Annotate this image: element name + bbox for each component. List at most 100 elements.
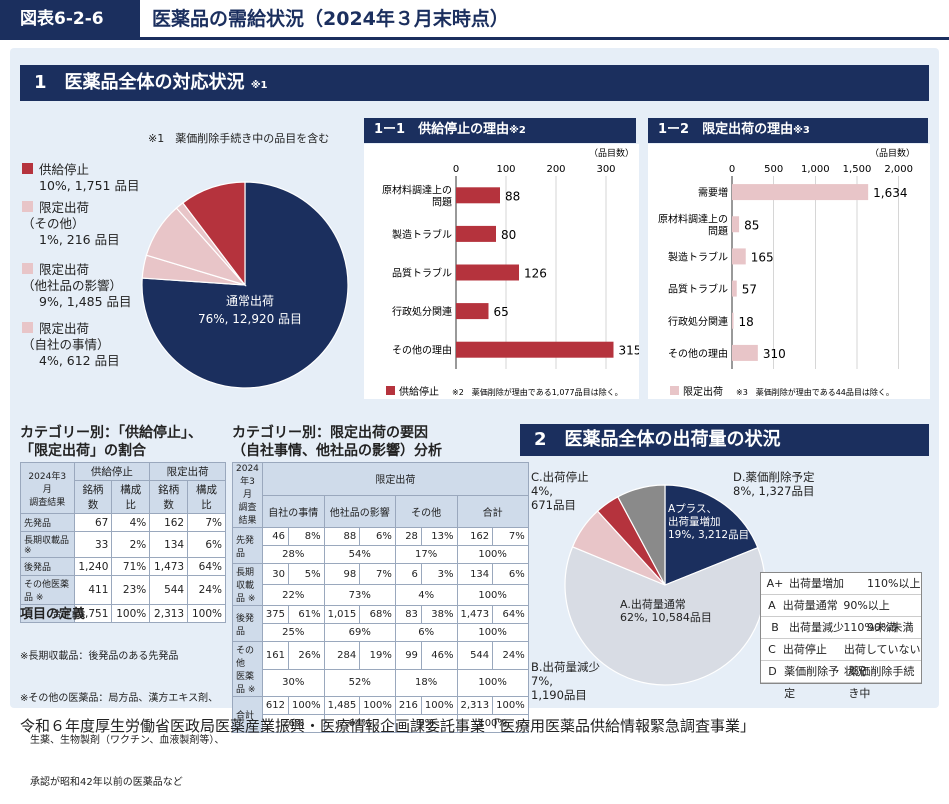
table-row: 22% 73% 4% 100%: [233, 584, 529, 606]
table-cell: 先発品: [20, 513, 75, 532]
bar: [732, 248, 746, 265]
section1-title: 1 医薬品全体の対応状況: [34, 72, 245, 93]
table2-corner: 2024年3月 調査結果: [232, 462, 263, 528]
table-cell: 100%: [111, 604, 151, 623]
category-label: 原材料調達上の: [658, 212, 728, 225]
table2-group: 限定出荷: [261, 462, 529, 496]
table2: 2024年3月 調査結果 限定出荷 自社の事情 他社品の影響 その他 合計 先発…: [232, 462, 529, 733]
pie2-inner-label: 出荷量増加: [668, 515, 721, 528]
table-cell: 161: [261, 641, 290, 670]
tick-label: 500: [764, 164, 783, 175]
table-cell: 68%: [359, 605, 396, 624]
unit-label: （品目数）: [589, 147, 634, 159]
bar: [732, 216, 740, 233]
table-cell: 46: [261, 527, 290, 546]
tick-label: 0: [453, 164, 459, 175]
legend-row: B 出荷量減少 90%未満: [761, 617, 921, 639]
data-label: 126: [524, 267, 547, 281]
table-cell: 69%: [323, 623, 396, 642]
table-cell: 1,751: [73, 604, 113, 623]
table2-title: カテゴリー別：限定出荷の要因 （自社事情、他社品の影響）分析: [232, 425, 442, 459]
bar: [456, 341, 614, 358]
table-row: その他 医薬品 ※ 161 26% 284 19% 99 46% 544 24%: [232, 641, 529, 697]
table-cell: 26%: [288, 641, 325, 670]
pie2-outer-label: C.出荷停止 4%, 671品目: [531, 470, 589, 512]
table2-col: その他: [394, 494, 458, 528]
table-cell: 61%: [288, 605, 325, 624]
figure-badge: 図表6-2-6: [0, 0, 140, 38]
bar2-title: 1ー2 限定出荷の理由: [658, 122, 794, 137]
section1-note: ※1 薬価削除手続き中の品目を含む: [148, 132, 330, 145]
table-cell: 52%: [323, 668, 396, 697]
table-cell: 612: [261, 696, 290, 715]
table1-group2: 限定出荷: [149, 462, 226, 481]
table-cell: 1,473: [456, 605, 494, 624]
table-cell: 99: [394, 641, 422, 670]
table-cell: 2%: [111, 531, 151, 558]
figure-header: 図表6-2-6 医薬品の需給状況（2024年３月末時点）: [0, 0, 949, 40]
table-cell: 4%: [394, 584, 458, 606]
tick-label: 1,000: [801, 164, 830, 175]
table-cell: 30: [261, 563, 290, 585]
table-row: 長期 収載品 ※ 30 5% 98 7% 6 3% 134 6%: [232, 563, 529, 606]
category-label: 品質トラブル: [668, 283, 728, 296]
table-cell: 162: [456, 527, 494, 546]
table-cell: 22%: [261, 584, 325, 606]
table-cell: 19%: [359, 641, 396, 670]
category-label: 品質トラブル: [392, 267, 452, 280]
table-cell: 6%: [394, 623, 458, 642]
table-row: 25% 69% 6% 100%: [233, 623, 529, 642]
table-row: 30% 52% 18% 100%: [233, 668, 529, 697]
bar-note: ※3 薬価削除が理由である44品目は除く。: [736, 387, 894, 397]
legend-row: A 出荷量通常 90%以上110%未満: [761, 595, 921, 634]
category-label: その他の理由: [392, 344, 452, 357]
legend-swatch: [386, 386, 395, 395]
table-cell: 134: [149, 531, 189, 558]
legend-key: A: [768, 599, 776, 612]
pie2-inner-label: 62%, 10,584品目: [620, 611, 712, 624]
table-cell: 24%: [187, 575, 226, 605]
data-label: 80: [501, 228, 516, 242]
table-cell: 544: [456, 641, 494, 670]
tick-label: 200: [546, 164, 565, 175]
legend-term: 薬価削除予定: [784, 665, 840, 700]
tick-label: 300: [596, 164, 615, 175]
table1-col: 銘柄数: [73, 480, 113, 514]
table-cell: 後発品: [20, 557, 75, 576]
footer-source: 令和６年度厚生労働省医政局医薬産業振興・医療情報企画課委託事業「医療用医薬品供給…: [20, 717, 756, 735]
legend-term: 出荷量増加: [789, 577, 844, 590]
pie1-slice: [141, 181, 349, 389]
table-cell: 1,240: [73, 557, 113, 576]
data-label: 57: [742, 283, 757, 297]
legend-swatch: [670, 386, 679, 395]
shipment-legend: A+ 出荷量増加 110%以上 A 出荷量通常 90%以上110%未満 B 出荷量減少 90%未…: [760, 572, 922, 700]
category-label: その他の理由: [668, 347, 728, 360]
bar: [732, 312, 734, 329]
definitions: ※長期収載品：後発品のある先発品 ※その他の医薬品：局方品、漢方エキス剤、 生薬…: [20, 622, 224, 804]
table-cell: 6: [394, 563, 422, 585]
table-row-label: 長期 収載品 ※: [232, 563, 263, 606]
table-cell: 83: [394, 605, 422, 624]
bar1-title: 1ー1 供給停止の理由: [374, 122, 510, 137]
table-cell: 2,313: [456, 696, 494, 715]
table-cell: 24%: [492, 641, 529, 670]
table-cell: 28%: [261, 545, 325, 564]
category-label: 問題: [432, 196, 452, 208]
category-label: 原材料調達上の: [382, 183, 452, 196]
table-cell: 17%: [394, 545, 458, 564]
data-label: 18: [739, 315, 754, 329]
table-cell: 100%: [456, 584, 529, 606]
table-row: 26% 64% 9% 100%: [233, 714, 529, 733]
table-cell: 100%: [456, 545, 529, 564]
pie1-label: 限定出荷 （他社品の影響） 9%, 1,485 品目: [22, 262, 132, 309]
table-cell: 25%: [261, 623, 325, 642]
legend-key: C: [768, 643, 776, 656]
table-cell: 100%: [456, 668, 529, 697]
bar: [732, 344, 758, 361]
definition-line: 生薬、生物製剤（ワクチン、血液製剤等）、: [20, 735, 225, 746]
table-cell: 54%: [323, 545, 396, 564]
legend-key: D: [768, 665, 777, 678]
table-row: 後発品 1,240 71% 1,473 64%: [20, 557, 226, 576]
pie2-inner-label: A.出荷量通常: [620, 597, 686, 611]
legend-key: B: [771, 621, 779, 634]
